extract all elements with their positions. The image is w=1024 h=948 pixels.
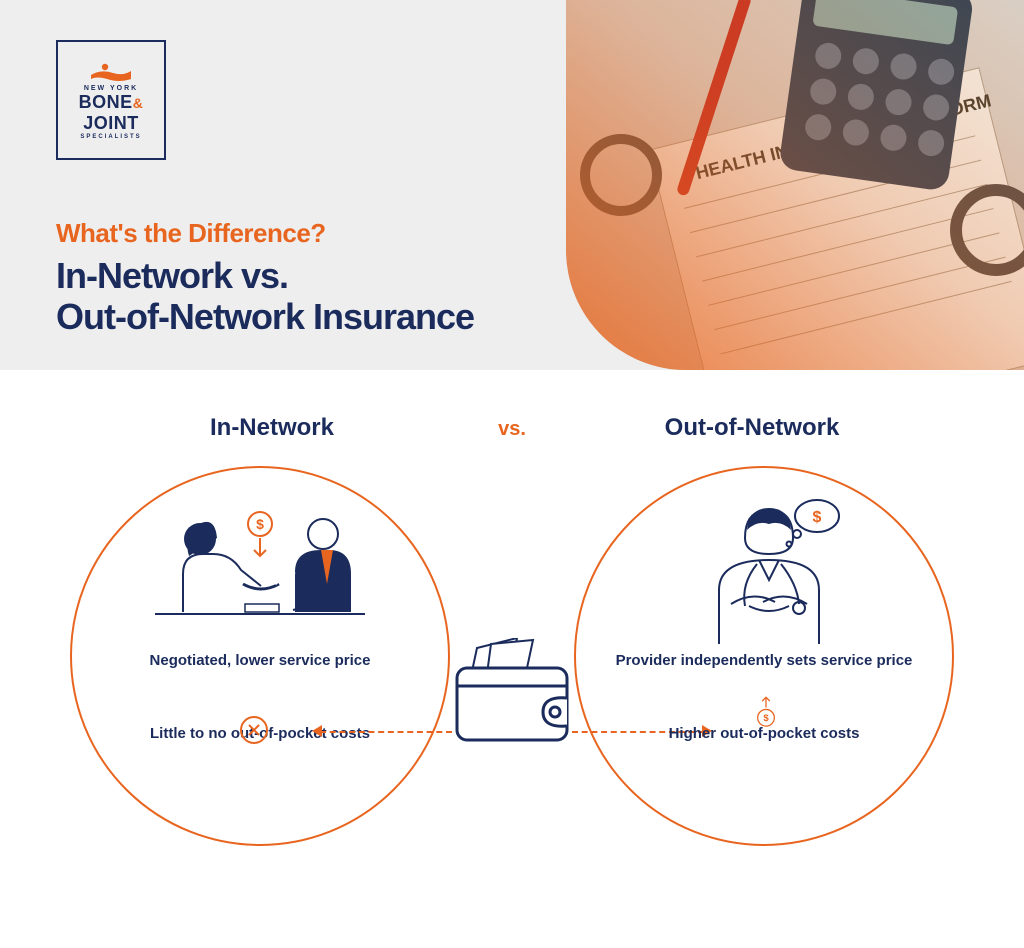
logo-top-text: NEW YORK <box>84 85 138 92</box>
doctor-illustration: $ <box>649 494 879 644</box>
title-line2: Out-of-Network Insurance <box>56 296 474 337</box>
title-block: What's the Difference? In-Network vs. Ou… <box>56 218 474 338</box>
in-network-circle: $ Negotiated, lowe <box>70 466 450 846</box>
right-column-title: Out-of-Network <box>562 414 942 442</box>
x-circle-icon <box>238 714 270 746</box>
svg-text:$: $ <box>813 509 822 526</box>
logo-line1: BONE <box>79 92 133 112</box>
out-of-network-circle: $ Provider independently sets service pr… <box>574 466 954 846</box>
hero-image: HEALTH INSURANCE CLAIM FORM <box>566 0 1024 370</box>
arrow-left <box>320 731 452 733</box>
out-of-network-caption-1: Provider independently sets service pric… <box>616 652 913 669</box>
eyebrow: What's the Difference? <box>56 218 474 249</box>
title-line1: In-Network vs. <box>56 255 288 296</box>
logo-line2: JOINT <box>83 113 139 134</box>
handshake-illustration: $ <box>145 494 375 644</box>
svg-text:$: $ <box>256 516 264 532</box>
comparison-section: In-Network vs. Out-of-Network $ <box>0 370 1024 948</box>
brand-logo: NEW YORK BONE& JOINT SPECIALISTS <box>56 40 166 160</box>
out-of-network-caption-2: Higher out-of-pocket costs <box>669 725 860 742</box>
in-network-caption-1: Negotiated, lower service price <box>150 652 371 669</box>
wallet-icon <box>447 638 577 748</box>
swimmer-icon <box>89 61 133 81</box>
logo-bottom-text: SPECIALISTS <box>80 134 141 140</box>
arrow-left-head <box>312 725 322 737</box>
header: NEW YORK BONE& JOINT SPECIALISTS What's … <box>0 0 1024 370</box>
vs-label: vs. <box>462 418 562 441</box>
left-column-title: In-Network <box>82 414 462 442</box>
logo-amp: & <box>133 95 144 111</box>
